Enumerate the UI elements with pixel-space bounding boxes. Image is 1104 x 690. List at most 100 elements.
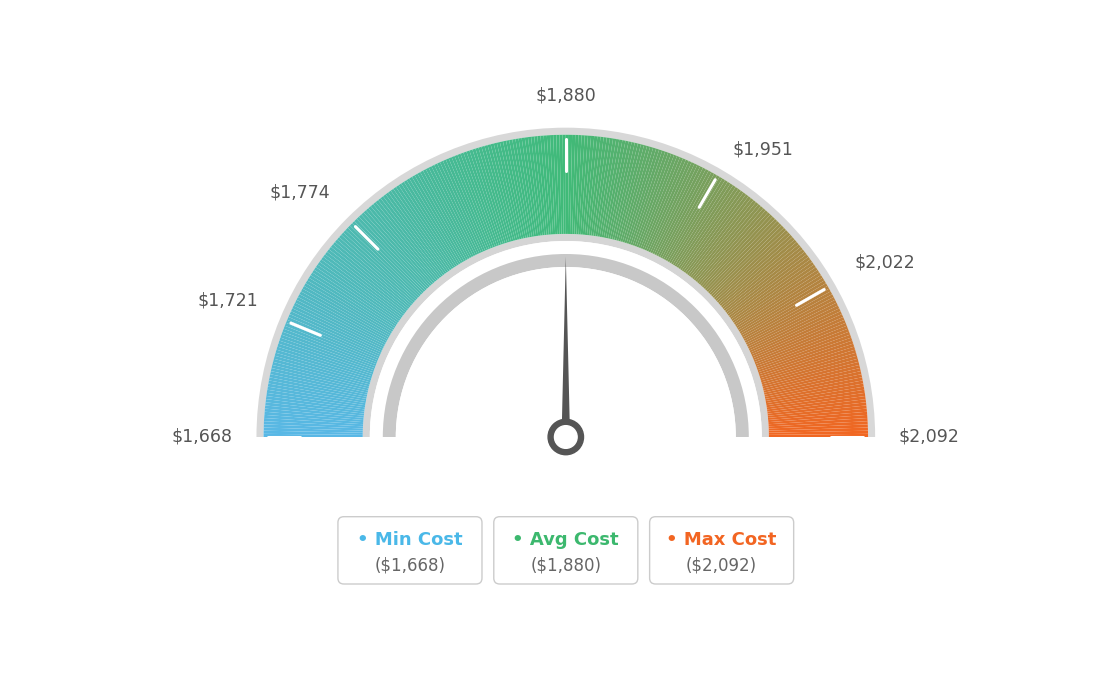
Wedge shape <box>699 208 766 285</box>
Wedge shape <box>749 306 839 351</box>
Wedge shape <box>611 142 635 239</box>
Wedge shape <box>543 135 553 235</box>
Wedge shape <box>578 135 588 235</box>
Wedge shape <box>768 418 868 426</box>
Wedge shape <box>333 242 411 308</box>
Wedge shape <box>625 148 656 243</box>
Wedge shape <box>273 359 370 386</box>
Wedge shape <box>735 270 819 326</box>
Wedge shape <box>378 198 442 278</box>
Wedge shape <box>275 353 371 382</box>
Wedge shape <box>620 146 650 242</box>
Wedge shape <box>722 244 800 309</box>
Wedge shape <box>766 393 866 409</box>
Wedge shape <box>299 291 388 341</box>
Wedge shape <box>428 166 476 256</box>
Wedge shape <box>363 234 768 437</box>
Wedge shape <box>546 135 555 235</box>
Wedge shape <box>740 280 826 334</box>
Wedge shape <box>286 320 379 360</box>
Wedge shape <box>393 187 452 270</box>
Wedge shape <box>700 210 768 286</box>
Wedge shape <box>764 371 861 395</box>
Wedge shape <box>608 141 631 239</box>
Wedge shape <box>265 402 364 416</box>
Wedge shape <box>570 135 575 234</box>
Wedge shape <box>352 221 424 293</box>
Wedge shape <box>574 135 582 234</box>
Wedge shape <box>714 230 788 299</box>
Wedge shape <box>645 159 686 250</box>
Wedge shape <box>683 190 743 273</box>
Wedge shape <box>293 306 383 351</box>
Wedge shape <box>270 371 368 395</box>
Wedge shape <box>637 154 675 248</box>
Wedge shape <box>758 341 853 374</box>
Wedge shape <box>672 180 728 266</box>
Wedge shape <box>314 267 397 324</box>
Wedge shape <box>630 150 666 245</box>
Wedge shape <box>321 257 403 317</box>
Wedge shape <box>604 140 626 238</box>
Wedge shape <box>350 224 422 295</box>
Wedge shape <box>497 142 521 239</box>
Wedge shape <box>481 146 511 242</box>
Wedge shape <box>519 138 537 237</box>
Wedge shape <box>614 144 641 240</box>
Wedge shape <box>593 137 609 236</box>
Wedge shape <box>304 283 391 335</box>
Wedge shape <box>346 228 420 298</box>
Wedge shape <box>264 434 363 437</box>
Wedge shape <box>768 412 868 422</box>
Wedge shape <box>354 219 425 292</box>
Wedge shape <box>417 172 468 260</box>
Wedge shape <box>500 141 523 239</box>
Wedge shape <box>686 193 746 274</box>
Wedge shape <box>753 320 846 360</box>
Wedge shape <box>295 299 385 346</box>
Wedge shape <box>365 208 433 285</box>
Wedge shape <box>566 135 569 234</box>
Wedge shape <box>752 314 843 356</box>
Wedge shape <box>524 137 540 236</box>
Wedge shape <box>267 390 365 407</box>
Wedge shape <box>277 344 373 376</box>
Wedge shape <box>723 247 803 311</box>
Wedge shape <box>725 249 805 313</box>
Wedge shape <box>280 335 374 371</box>
Wedge shape <box>606 141 628 238</box>
Text: $1,880: $1,880 <box>535 86 596 104</box>
Wedge shape <box>266 396 364 411</box>
Wedge shape <box>572 135 578 234</box>
Wedge shape <box>421 170 470 259</box>
Wedge shape <box>712 228 786 298</box>
Wedge shape <box>767 402 867 416</box>
Wedge shape <box>488 144 516 241</box>
Text: • Avg Cost: • Avg Cost <box>512 531 619 549</box>
Wedge shape <box>763 365 860 391</box>
Wedge shape <box>755 328 849 366</box>
Text: $1,721: $1,721 <box>198 292 258 310</box>
Wedge shape <box>490 144 518 240</box>
FancyBboxPatch shape <box>338 517 482 584</box>
Wedge shape <box>359 215 428 289</box>
Wedge shape <box>272 365 369 391</box>
Wedge shape <box>640 156 680 249</box>
Wedge shape <box>766 390 864 407</box>
Wedge shape <box>329 247 408 311</box>
Wedge shape <box>327 249 406 313</box>
Wedge shape <box>757 335 851 371</box>
Wedge shape <box>768 408 867 420</box>
Wedge shape <box>747 303 838 348</box>
Text: ($2,092): ($2,092) <box>686 557 757 575</box>
Polygon shape <box>562 257 570 437</box>
Wedge shape <box>541 135 551 235</box>
Wedge shape <box>739 278 825 332</box>
Wedge shape <box>744 291 832 341</box>
Wedge shape <box>726 252 807 314</box>
Wedge shape <box>341 233 416 301</box>
Wedge shape <box>287 317 380 358</box>
Wedge shape <box>707 219 777 292</box>
Wedge shape <box>455 155 493 248</box>
Wedge shape <box>265 408 363 420</box>
